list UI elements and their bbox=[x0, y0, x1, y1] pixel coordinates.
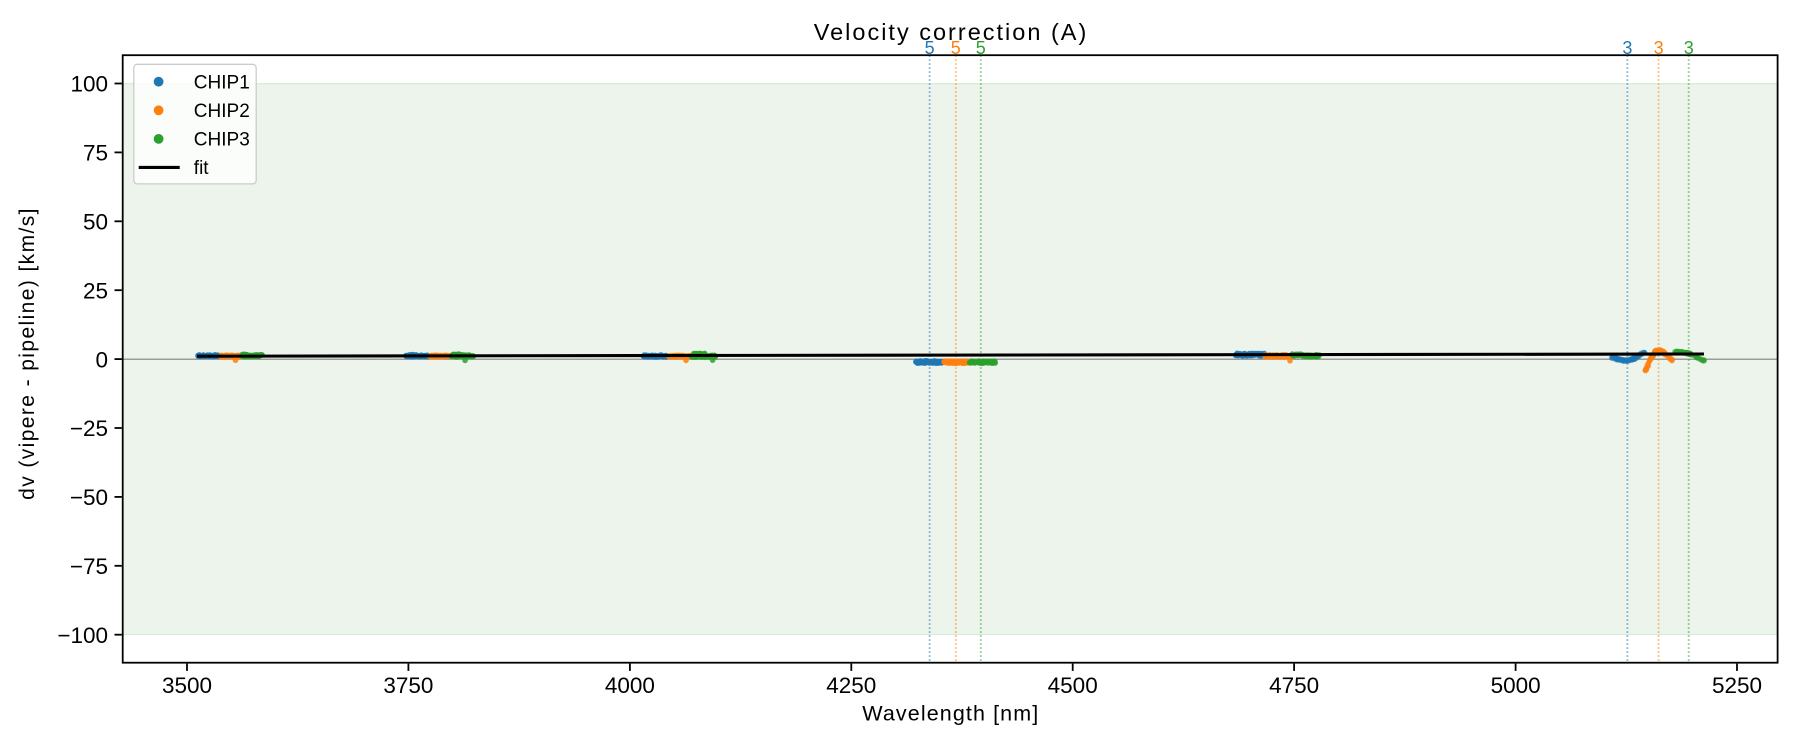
svg-text:Velocity correction (A): Velocity correction (A) bbox=[814, 19, 1089, 45]
svg-text:4250: 4250 bbox=[826, 673, 876, 698]
svg-text:CHIP3: CHIP3 bbox=[194, 130, 250, 151]
svg-text:25: 25 bbox=[83, 278, 108, 303]
svg-text:5: 5 bbox=[976, 38, 986, 58]
svg-text:75: 75 bbox=[83, 141, 108, 166]
svg-text:5000: 5000 bbox=[1491, 673, 1541, 698]
svg-text:3: 3 bbox=[1684, 38, 1694, 58]
svg-text:4000: 4000 bbox=[605, 673, 655, 698]
svg-text:dv (vipere - pipeline) [km/s]: dv (vipere - pipeline) [km/s] bbox=[16, 207, 39, 500]
svg-text:Wavelength [nm]: Wavelength [nm] bbox=[862, 702, 1039, 726]
svg-text:4500: 4500 bbox=[1048, 673, 1098, 698]
svg-text:−100: −100 bbox=[57, 623, 108, 648]
svg-text:CHIP1: CHIP1 bbox=[194, 72, 250, 93]
svg-text:5: 5 bbox=[925, 38, 935, 58]
svg-text:3: 3 bbox=[1622, 38, 1632, 58]
svg-text:5250: 5250 bbox=[1712, 673, 1762, 698]
svg-text:−50: −50 bbox=[70, 485, 108, 510]
svg-text:−75: −75 bbox=[70, 554, 108, 579]
svg-text:4750: 4750 bbox=[1269, 673, 1319, 698]
svg-text:3: 3 bbox=[1654, 38, 1664, 58]
svg-text:−25: −25 bbox=[70, 416, 108, 441]
svg-text:CHIP2: CHIP2 bbox=[194, 101, 250, 122]
svg-text:3750: 3750 bbox=[383, 673, 433, 698]
svg-text:0: 0 bbox=[95, 347, 108, 372]
svg-text:50: 50 bbox=[83, 210, 108, 235]
svg-text:100: 100 bbox=[70, 72, 108, 97]
svg-text:3500: 3500 bbox=[162, 673, 212, 698]
svg-text:fit: fit bbox=[194, 158, 210, 179]
svg-text:5: 5 bbox=[951, 38, 961, 58]
